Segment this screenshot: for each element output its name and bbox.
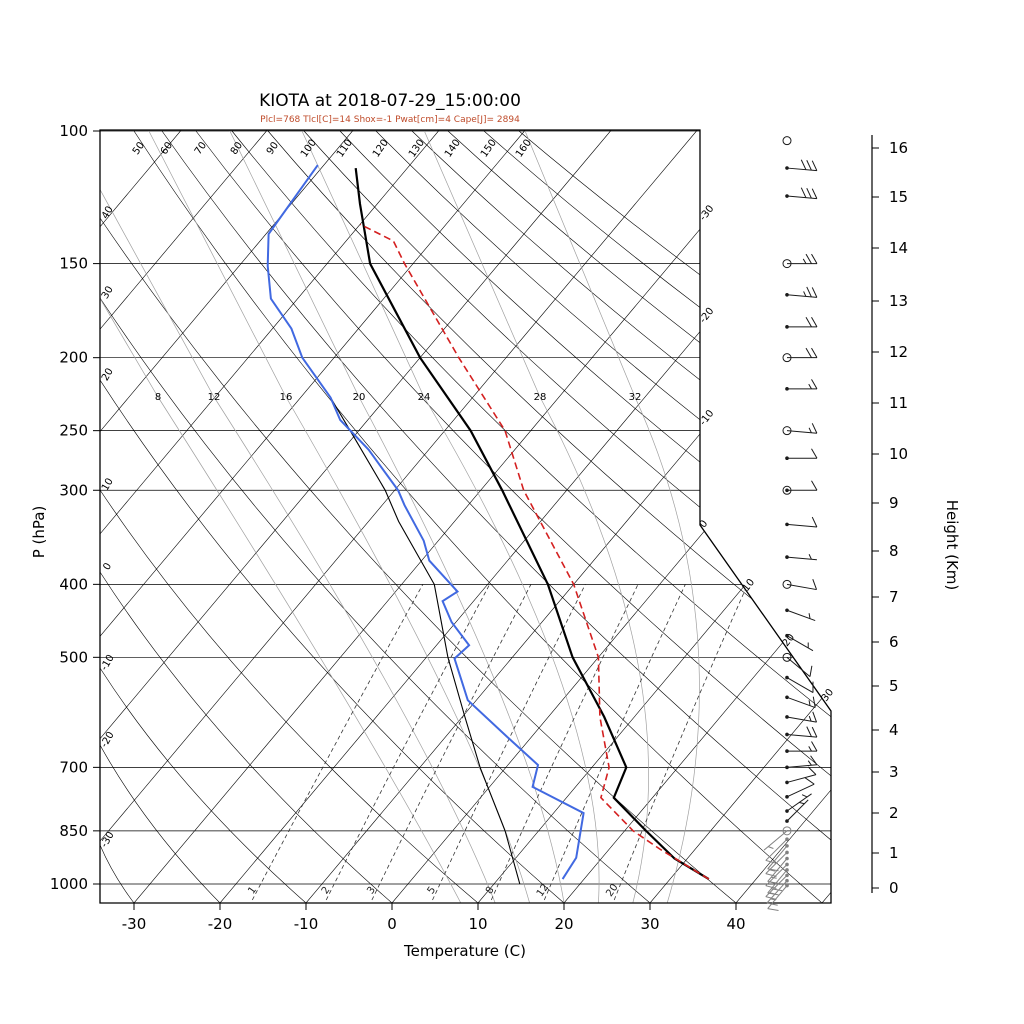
svg-text:-10: -10 (99, 653, 117, 673)
svg-text:300: 300 (59, 481, 88, 499)
svg-text:2: 2 (320, 885, 333, 897)
isotherm-gridlines (100, 130, 831, 903)
svg-text:3: 3 (365, 885, 378, 897)
svg-text:40: 40 (726, 915, 745, 933)
svg-text:0: 0 (889, 879, 899, 897)
svg-text:400: 400 (59, 575, 88, 593)
svg-text:8: 8 (889, 542, 899, 560)
svg-text:28: 28 (534, 392, 547, 403)
moist-adiabats (100, 130, 700, 903)
svg-text:14: 14 (889, 239, 908, 257)
svg-text:12: 12 (889, 343, 908, 361)
svg-text:Temperature (C): Temperature (C) (403, 942, 526, 960)
chart-title: KIOTA at 2018-07-29_15:00:00 (259, 91, 521, 111)
svg-text:8: 8 (484, 885, 497, 897)
svg-text:3: 3 (889, 763, 899, 781)
svg-text:-30: -30 (122, 915, 147, 933)
svg-text:-20: -20 (99, 730, 117, 750)
svg-text:P (hPa): P (hPa) (30, 506, 48, 559)
svg-text:1: 1 (246, 885, 259, 897)
svg-text:11: 11 (889, 394, 908, 412)
svg-text:16: 16 (889, 139, 908, 157)
svg-text:70: 70 (193, 140, 209, 157)
svg-text:100: 100 (299, 138, 319, 160)
svg-text:2: 2 (889, 804, 899, 822)
svg-text:4: 4 (889, 721, 899, 739)
svg-text:30: 30 (820, 687, 837, 704)
temperature-curve (354, 167, 710, 881)
svg-text:0: 0 (698, 518, 711, 530)
svg-text:150: 150 (59, 255, 88, 273)
svg-text:500: 500 (59, 648, 88, 666)
svg-text:10: 10 (889, 445, 908, 463)
svg-text:15: 15 (889, 188, 908, 206)
svg-text:32: 32 (629, 392, 642, 403)
svg-text:-10: -10 (294, 915, 319, 933)
wet_bulb-curve (330, 397, 521, 885)
svg-text:110: 110 (335, 138, 355, 160)
svg-text:8: 8 (155, 392, 161, 403)
svg-text:20: 20 (353, 392, 366, 403)
svg-text:5: 5 (889, 677, 899, 695)
dry-adiabats (100, 130, 831, 903)
svg-text:13: 13 (889, 292, 908, 310)
svg-text:16: 16 (280, 392, 293, 403)
dewpoint-curve (266, 164, 585, 880)
wind-barbs (763, 136, 818, 912)
svg-text:150: 150 (479, 138, 499, 160)
svg-text:9: 9 (889, 494, 899, 512)
isobar-gridlines (100, 130, 831, 885)
mixing-ratio-lines (251, 584, 748, 901)
svg-text:30: 30 (640, 915, 659, 933)
plot-area (100, 130, 831, 903)
svg-text:80: 80 (229, 140, 245, 157)
chart-subtitle: Plcl=768 Tlcl[C]=14 Shox=-1 Pwat[cm]=4 C… (260, 115, 520, 125)
svg-text:40: 40 (100, 204, 116, 221)
svg-text:7: 7 (889, 588, 899, 606)
svg-text:12: 12 (208, 392, 221, 403)
temperature-axis: -30 -20 -10 0 10 20 30 40 Temperature (C) (122, 903, 746, 960)
svg-text:Height (Km): Height (Km) (943, 500, 961, 591)
svg-text:200: 200 (59, 349, 88, 367)
svg-text:0: 0 (387, 915, 397, 933)
svg-text:120: 120 (371, 138, 391, 160)
svg-text:0: 0 (101, 561, 114, 572)
svg-text:30: 30 (100, 284, 116, 301)
svg-text:1000: 1000 (50, 875, 88, 893)
svg-text:12: 12 (535, 882, 551, 899)
svg-text:20: 20 (604, 882, 620, 899)
svg-text:20: 20 (100, 366, 116, 383)
svg-text:24: 24 (418, 392, 431, 403)
svg-text:50: 50 (131, 140, 147, 157)
svg-text:-20: -20 (208, 915, 233, 933)
svg-text:1: 1 (889, 844, 899, 862)
svg-text:700: 700 (59, 758, 88, 776)
svg-text:250: 250 (59, 422, 88, 440)
svg-text:850: 850 (59, 822, 88, 840)
svg-text:90: 90 (265, 140, 281, 157)
svg-text:-30: -30 (99, 830, 117, 850)
svg-text:10: 10 (741, 577, 758, 594)
svg-text:6: 6 (889, 633, 899, 651)
svg-text:5: 5 (426, 885, 439, 897)
pressure-axis: 100 150 200 250 300 400 500 700 850 1000 P (hPa) (30, 122, 100, 893)
svg-text:20: 20 (554, 915, 573, 933)
svg-text:140: 140 (443, 138, 463, 160)
svg-text:10: 10 (468, 915, 487, 933)
reference-labels: 50 60 70 80 90 100 110 120 130 140 150 160403020100… (99, 138, 836, 899)
plot-frame (99, 129, 832, 904)
svg-text:100: 100 (59, 122, 88, 140)
